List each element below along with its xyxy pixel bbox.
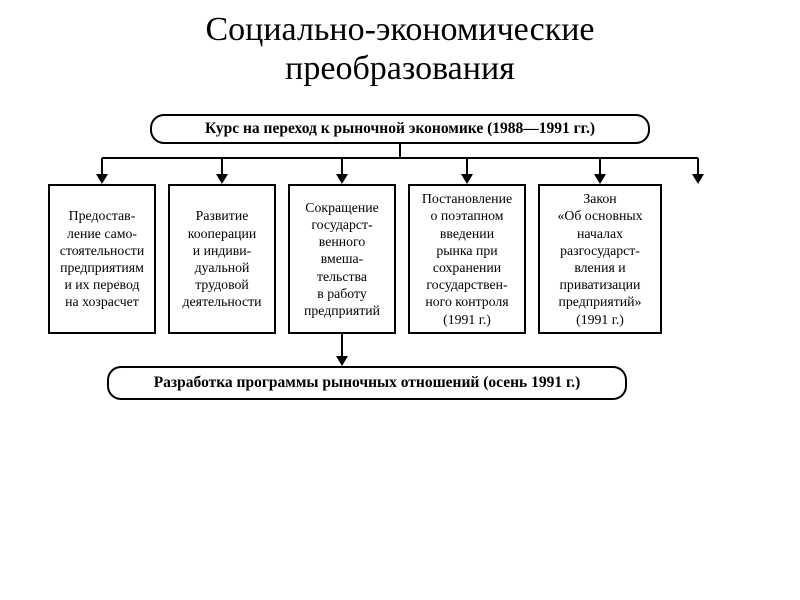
mid-box-text-reduction: Сокращениегосударст-венноговмеша-тельств… xyxy=(304,199,380,320)
arrowhead-down-icon xyxy=(336,356,348,366)
connector-vline xyxy=(341,334,343,357)
bottom-box: Разработка программы рыночных отношений … xyxy=(107,366,627,400)
title-line-2: преобразования xyxy=(285,50,515,87)
arrowhead-down-icon xyxy=(336,174,348,184)
connector-vline xyxy=(466,158,468,175)
arrowhead-down-icon xyxy=(96,174,108,184)
connector-vline xyxy=(341,158,343,175)
connector-hline xyxy=(102,157,698,159)
connector-vline xyxy=(221,158,223,175)
connector-vline xyxy=(399,144,401,158)
top-box: Курс на переход к рыночной экономике (19… xyxy=(150,114,650,144)
arrowhead-down-icon xyxy=(461,174,473,184)
bottom-box-text: Разработка программы рыночных отношений … xyxy=(154,374,581,392)
page-title: Социально-экономические преобразования xyxy=(0,0,800,88)
mid-box-text-law: Закон«Об основныхначалахразгосударст-вле… xyxy=(557,190,642,328)
title-line-1: Социально-экономические xyxy=(205,11,594,48)
mid-box-law: Закон«Об основныхначалахразгосударст-вле… xyxy=(538,184,662,334)
arrowhead-down-icon xyxy=(692,174,704,184)
arrowhead-down-icon xyxy=(594,174,606,184)
mid-box-cooperation: Развитиекооперациии индиви-дуальнойтрудо… xyxy=(168,184,276,334)
mid-box-text-cooperation: Развитиекооперациии индиви-дуальнойтрудо… xyxy=(183,207,262,310)
connector-vline xyxy=(599,158,601,175)
mid-box-text-independence: Предостав-ление само-стоятельностипредпр… xyxy=(60,207,144,310)
diagram-page: Социально-экономические преобразования К… xyxy=(0,0,800,600)
mid-box-independence: Предостав-ление само-стоятельностипредпр… xyxy=(48,184,156,334)
connector-vline xyxy=(101,158,103,175)
mid-box-resolution: Постановлениео поэтапномвведениирынка пр… xyxy=(408,184,526,334)
connector-vline xyxy=(697,158,699,175)
mid-box-text-resolution: Постановлениео поэтапномвведениирынка пр… xyxy=(422,190,512,328)
arrowhead-down-icon xyxy=(216,174,228,184)
mid-box-reduction: Сокращениегосударст-венноговмеша-тельств… xyxy=(288,184,396,334)
top-box-text: Курс на переход к рыночной экономике (19… xyxy=(205,120,595,138)
